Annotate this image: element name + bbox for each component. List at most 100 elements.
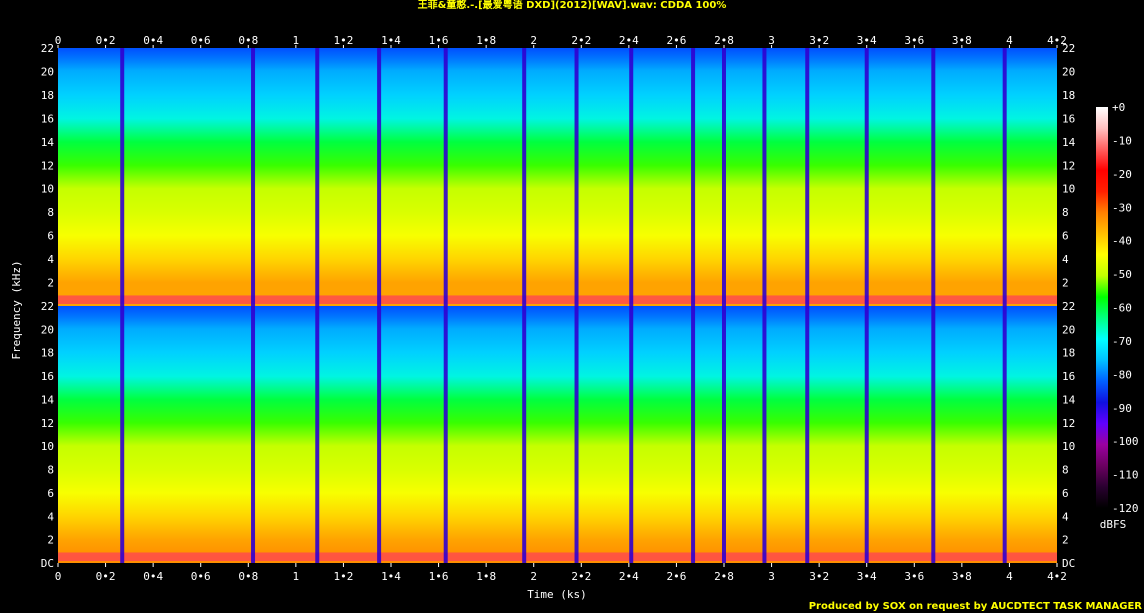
y-tick-label-right: 10 [1062, 440, 1075, 453]
track-segment-shade [631, 306, 694, 396]
y-tick-label-right: 4 [1062, 510, 1069, 523]
track-gap [931, 48, 936, 306]
colorbar-label: dBFS [1100, 518, 1127, 531]
track-gap [1002, 48, 1007, 306]
track-gap [522, 48, 527, 306]
x-tick-label-top: 2•2 [571, 34, 591, 47]
y-axis-label: Frequency (kHz) [10, 260, 23, 359]
track-gap [805, 48, 810, 306]
x-axis-label: Time (ks) [527, 588, 587, 601]
colorbar-tick-label: -20 [1112, 168, 1132, 181]
y-tick-label-left: DC [41, 557, 54, 570]
x-tick-label-top: 2•8 [714, 34, 734, 47]
x-tick-label-bottom: 2•8 [714, 570, 734, 583]
y-tick-label-right: DC [1062, 557, 1075, 570]
track-gap [315, 306, 320, 563]
track-gap [805, 306, 810, 563]
track-segment-shade [576, 48, 632, 139]
x-tick-label-top: 3•4 [857, 34, 877, 47]
y-tick-label-right: 12 [1062, 159, 1075, 172]
y-tick-label-left: 18 [41, 89, 54, 102]
x-tick-label-bottom: 0•8 [238, 570, 258, 583]
x-tick-label-bottom: 0•6 [191, 570, 211, 583]
colorbar-tick-label: -40 [1112, 235, 1132, 248]
colorbar-tick-label: -30 [1112, 201, 1132, 214]
track-segment-shade [693, 306, 724, 396]
x-tick-label-top: 0 [55, 34, 62, 47]
x-tick-label-bottom: 2•2 [571, 570, 591, 583]
low-frequency-band [58, 552, 1057, 561]
x-tick-label-top: 3•8 [952, 34, 972, 47]
y-tick-label-left: 12 [41, 417, 54, 430]
y-tick-label-left: 20 [41, 65, 54, 78]
track-segment-shade [724, 306, 765, 396]
colorbar-tick-label: -90 [1112, 402, 1132, 415]
x-tick-label-bottom: 1•2 [333, 570, 353, 583]
y-tick-label-right: 16 [1062, 112, 1075, 125]
track-segment-shade [866, 48, 934, 139]
y-tick-label-right: 20 [1062, 65, 1075, 78]
x-tick-label-bottom: 4 [1006, 570, 1013, 583]
y-tick-label-right: 18 [1062, 89, 1075, 102]
track-gap [251, 48, 256, 306]
x-tick-label-bottom: 1•8 [476, 570, 496, 583]
y-tick-label-right: 22 [1062, 42, 1075, 55]
track-segment-shade [379, 306, 446, 396]
x-tick-label-top: 0•8 [238, 34, 258, 47]
y-tick-label-right: 2 [1062, 534, 1069, 547]
track-gap [443, 306, 448, 563]
y-tick-label-right: 8 [1062, 464, 1069, 477]
x-tick-label-bottom: 3•8 [952, 570, 972, 583]
colorbar-tick-label: -110 [1112, 469, 1139, 482]
x-tick-label-top: 0•2 [96, 34, 116, 47]
y-tick-label-left: 22 [41, 42, 54, 55]
y-tick-label-left: 4 [47, 253, 54, 266]
colorbar-tick-label: -60 [1112, 302, 1132, 315]
colorbar-tick-label: -70 [1112, 335, 1132, 348]
x-tick-label-bottom: 3•4 [857, 570, 877, 583]
track-gap [120, 48, 125, 306]
colorbar-tick-label: -120 [1112, 502, 1139, 515]
track-segment-shade [807, 306, 867, 396]
track-gap [864, 48, 869, 306]
y-tick-label-left: 6 [47, 487, 54, 500]
track-gap [574, 48, 579, 306]
y-tick-label-left: 20 [41, 323, 54, 336]
y-tick-label-left: 14 [41, 136, 55, 149]
track-segment-shade [764, 48, 808, 139]
x-tick-label-top: 0•6 [191, 34, 211, 47]
track-segment-shade [933, 306, 1005, 396]
x-tick-label-bottom: 3 [768, 570, 775, 583]
y-tick-label-left: 6 [47, 230, 54, 243]
y-tick-label-right: 16 [1062, 370, 1075, 383]
colorbar-gradient [1096, 107, 1108, 508]
track-segment-shade [253, 48, 318, 139]
track-segment-shade [317, 48, 380, 139]
track-gap [377, 48, 382, 306]
x-tick-label-top: 3 [768, 34, 775, 47]
x-tick-label-top: 1 [293, 34, 300, 47]
track-segment-shade [524, 48, 577, 139]
y-tick-label-right: 4 [1062, 253, 1069, 266]
track-segment-shade [253, 306, 318, 396]
y-tick-label-left: 10 [41, 440, 54, 453]
track-segment-shade [933, 48, 1005, 139]
colorbar-tick-label: -50 [1112, 268, 1132, 281]
track-segment-shade [58, 306, 123, 396]
track-segment-shade [379, 48, 446, 139]
track-gap [251, 306, 256, 563]
track-gap [574, 306, 579, 563]
x-tick-label-bottom: 0•2 [96, 570, 116, 583]
x-tick-label-top: 2•6 [666, 34, 686, 47]
x-tick-label-bottom: 0•4 [143, 570, 163, 583]
track-gap [722, 306, 726, 563]
y-tick-label-left: 16 [41, 370, 54, 383]
x-tick-label-top: 0•4 [143, 34, 163, 47]
track-gap [443, 48, 448, 306]
track-segment-shade [866, 306, 934, 396]
y-tick-label-left: 12 [41, 159, 54, 172]
track-gap [315, 48, 320, 306]
track-segment-shade [1004, 306, 1057, 396]
chart-title: 王菲&童憨.-.[最爱粤语 DXD](2012)[WAV].wav: CDDA … [417, 0, 727, 11]
